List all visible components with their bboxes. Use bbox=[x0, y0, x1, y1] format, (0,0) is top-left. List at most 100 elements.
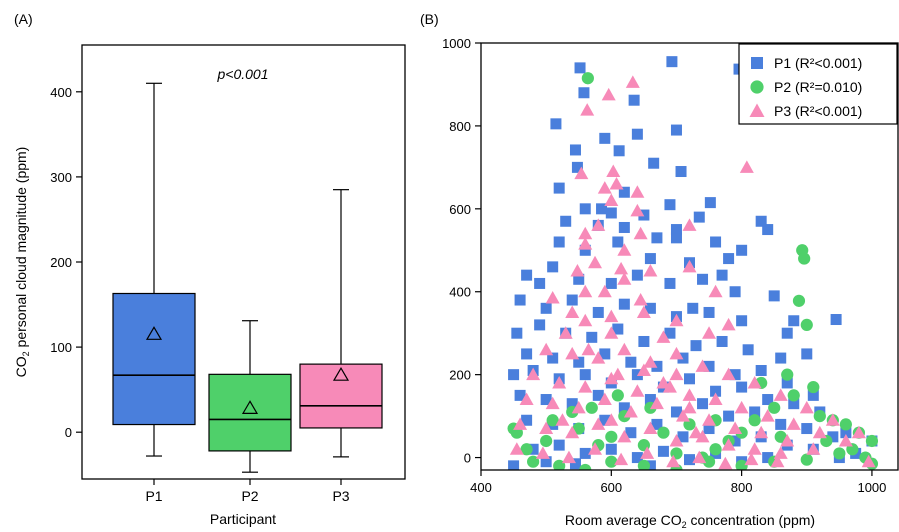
scatter-point-p2 bbox=[579, 463, 592, 470]
scatter-point-p1 bbox=[625, 427, 637, 439]
scatter-point-p1 bbox=[592, 306, 604, 318]
scatter-point-p2 bbox=[768, 401, 781, 414]
scatter-point-p1 bbox=[651, 360, 663, 372]
scatter-point-p1 bbox=[574, 62, 586, 74]
scatter-point-p3 bbox=[708, 392, 723, 406]
scatter-point-p1 bbox=[716, 269, 728, 281]
scatter-point-p3 bbox=[539, 342, 554, 356]
scatter-point-p1 bbox=[775, 352, 787, 364]
scatter-point-p1 bbox=[675, 166, 687, 178]
scatter-point-p3 bbox=[760, 409, 775, 422]
scatter-point-p3 bbox=[633, 226, 648, 240]
scatter-point-p1 bbox=[690, 340, 702, 352]
scatter-point-p3 bbox=[630, 203, 645, 217]
scatter-point-p3 bbox=[565, 305, 580, 318]
scatter-point-p3 bbox=[682, 388, 697, 401]
panel-b-y-tick-label: 200 bbox=[449, 368, 471, 383]
scatter-point-p3 bbox=[630, 384, 645, 397]
scatter-point-p3 bbox=[561, 450, 576, 464]
scatter-point-p2 bbox=[798, 252, 811, 265]
scatter-point-p3 bbox=[744, 452, 759, 466]
scatter-point-p1 bbox=[612, 323, 624, 335]
scatter-point-p3 bbox=[649, 396, 664, 410]
scatter-point-p1 bbox=[716, 335, 728, 347]
scatter-point-p1 bbox=[508, 369, 520, 381]
scatter-point-p3 bbox=[565, 346, 580, 360]
scatter-point-p1 bbox=[613, 145, 625, 157]
box-p1 bbox=[112, 82, 196, 457]
scatter-point-p3 bbox=[728, 421, 743, 435]
scatter-point-p1 bbox=[553, 236, 565, 248]
scatter-point-p1 bbox=[736, 244, 748, 256]
scatter-point-p1 bbox=[592, 389, 604, 401]
scatter-point-p3 bbox=[614, 261, 629, 275]
scatter-point-p1 bbox=[605, 277, 617, 289]
scatter-point-p1 bbox=[638, 209, 650, 221]
scatter-point-p3 bbox=[591, 351, 606, 364]
scatter-point-p3 bbox=[591, 218, 606, 231]
scatter-point-p3 bbox=[574, 166, 589, 180]
scatter-point-p3 bbox=[669, 433, 684, 447]
scatter-point-p1 bbox=[827, 431, 839, 443]
scatter-point-p1 bbox=[508, 460, 520, 470]
scatter-point-p3 bbox=[682, 218, 697, 231]
scatter-point-p3 bbox=[718, 456, 733, 470]
scatter-point-p2 bbox=[546, 414, 559, 427]
scatter-point-p2 bbox=[709, 443, 722, 456]
scatter-point-p3 bbox=[689, 425, 704, 439]
scatter-point-p1 bbox=[788, 315, 800, 327]
scatter-point-p1 bbox=[579, 244, 591, 256]
scatter-point-p1 bbox=[514, 294, 526, 306]
scatter-point-p3 bbox=[656, 375, 671, 389]
panel-a-x-axis-label: Participant bbox=[210, 511, 276, 527]
scatter-point-p1 bbox=[644, 253, 656, 265]
scatter-point-p1 bbox=[648, 157, 660, 169]
scatter-point-p1 bbox=[742, 344, 754, 356]
scatter-point-p2 bbox=[585, 401, 598, 414]
scatter-point-p1 bbox=[605, 443, 617, 455]
panel-a-y-tick-label: 400 bbox=[50, 85, 72, 100]
iqr-box bbox=[208, 373, 292, 452]
scatter-point-p3 bbox=[617, 243, 632, 256]
scatter-point-p1 bbox=[670, 232, 682, 244]
scatter-point-p1 bbox=[618, 298, 630, 310]
panel-b-y-tick-label: 0 bbox=[464, 451, 471, 466]
scatter-point-p1 bbox=[566, 398, 578, 410]
scatter-point-p2 bbox=[781, 368, 794, 381]
scatter-point-p3 bbox=[555, 413, 570, 426]
scatter-point-p1 bbox=[749, 406, 761, 418]
scatter-point-p1 bbox=[547, 352, 559, 364]
scatter-point-p1 bbox=[736, 315, 748, 327]
legend-label-p2: P2 (R²=0.010) bbox=[774, 79, 862, 95]
scatter-point-p1 bbox=[762, 224, 774, 236]
scatter-point-p2 bbox=[520, 443, 533, 456]
scatter-point-p1 bbox=[631, 369, 643, 381]
scatter-point-p3 bbox=[825, 413, 840, 426]
p-value-annotation: p<0.001 bbox=[217, 66, 269, 82]
legend-marker-p2 bbox=[750, 80, 764, 94]
scatter-point-p2 bbox=[702, 455, 716, 468]
scatter-point-p1 bbox=[540, 302, 552, 314]
scatter-point-p1 bbox=[599, 348, 611, 360]
scatter-point-p1 bbox=[703, 306, 715, 318]
scatter-point-p3 bbox=[606, 164, 621, 178]
panel-a-x-axis: P1 P2 P3 bbox=[145, 479, 350, 504]
scatter-point-p2 bbox=[748, 414, 761, 427]
scatter-point-p2 bbox=[800, 453, 813, 466]
scatter-point-p1 bbox=[540, 394, 552, 406]
scatter-point-p3 bbox=[591, 417, 606, 430]
legend-label-p1: P1 (R²<0.001) bbox=[774, 55, 862, 71]
scatter-point-p2 bbox=[572, 422, 585, 435]
scatter-point-p2 bbox=[807, 380, 820, 394]
scatter-point-p3 bbox=[578, 380, 593, 393]
scatter-point-p3 bbox=[604, 326, 619, 339]
scatter-point-p1 bbox=[579, 203, 591, 215]
scatter-point-p3 bbox=[601, 87, 616, 101]
scatter-point-p3 bbox=[838, 433, 853, 447]
scatter-point-p3 bbox=[669, 367, 684, 381]
scatter-point-p1 bbox=[573, 273, 585, 285]
scatter-point-p3 bbox=[552, 375, 567, 389]
scatter-point-p3 bbox=[708, 284, 723, 298]
scatter-point-p3 bbox=[545, 290, 560, 304]
scatter-point-p1 bbox=[807, 389, 819, 401]
